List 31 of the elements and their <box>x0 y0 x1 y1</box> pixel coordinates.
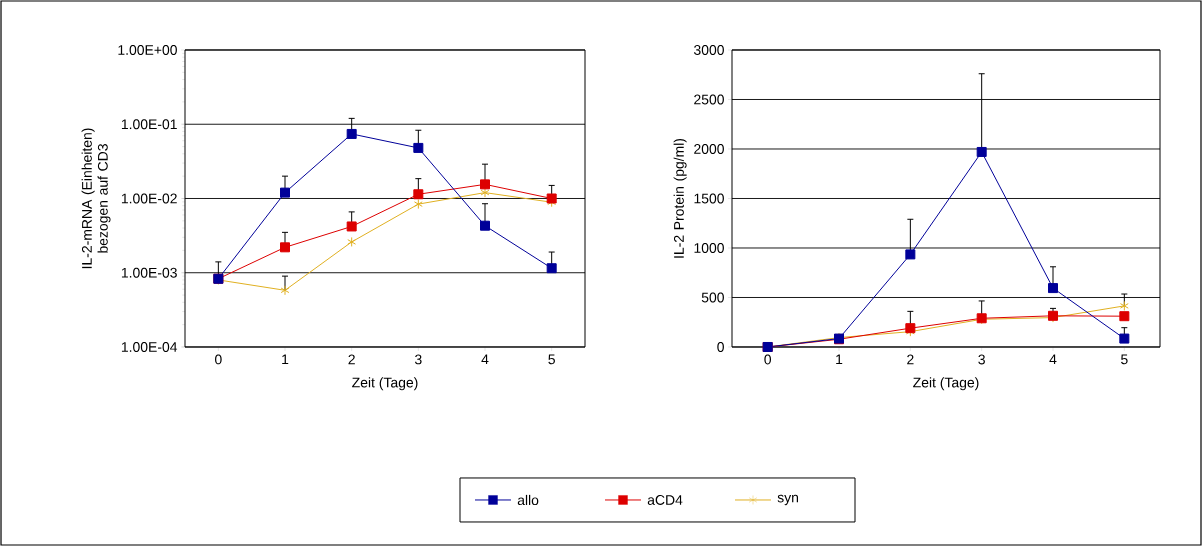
x-tick-label: 4 <box>481 354 489 365</box>
legend-label: allo <box>517 494 539 506</box>
x-tick-label: 0 <box>215 354 222 365</box>
y-tick-label: 1.00E-04 <box>121 342 178 352</box>
y-tick-label: 1500 <box>694 193 724 204</box>
legend-label: syn <box>777 494 799 506</box>
x-tick-label: 0 <box>764 354 772 365</box>
x-tick-label: 3 <box>414 354 422 365</box>
legend-label: aCD4 <box>647 495 683 505</box>
y-axis-title: IL-2-mRNA (Einheiten) bezogen auf CD3 <box>81 128 111 269</box>
y-axis-title: IL-2 Protein (pg/ml) <box>673 138 687 258</box>
x-tick-label: 5 <box>1121 354 1128 365</box>
y-tick-label: 2500 <box>694 94 724 105</box>
y-tick-label: 1000 <box>694 243 724 253</box>
x-tick-label: 4 <box>1049 354 1057 365</box>
x-tick-label: 2 <box>907 354 914 365</box>
x-axis-title: Zeit (Tage) <box>913 377 979 391</box>
x-tick-label: 2 <box>348 354 355 365</box>
y-tick-label: 1.00E+00 <box>118 45 177 55</box>
y-tick-label: 3000 <box>694 45 724 55</box>
x-axis-title: Zeit (Tage) <box>352 377 418 391</box>
y-tick-label: 500 <box>701 292 724 303</box>
y-tick-label: 1.00E-02 <box>121 193 177 204</box>
x-tick-label: 1 <box>282 354 289 365</box>
x-tick-label: 5 <box>548 354 555 365</box>
y-tick-label: 2000 <box>694 144 724 154</box>
y-tick-label: 0 <box>717 342 724 352</box>
x-tick-label: 1 <box>836 354 843 365</box>
y-tick-label: 1.00E-03 <box>121 267 177 278</box>
y-tick-label: 1.00E-01 <box>121 119 177 130</box>
x-tick-label: 3 <box>978 354 985 365</box>
